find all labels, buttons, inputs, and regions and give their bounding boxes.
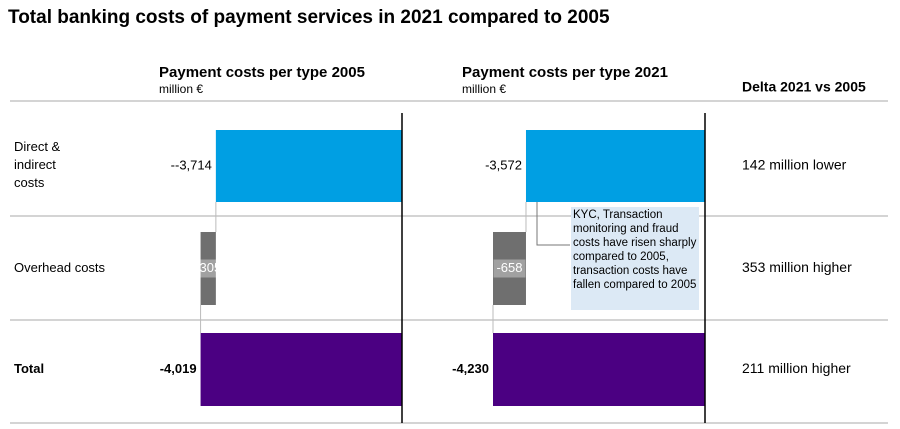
- row-label: Direct & indirect costs: [14, 139, 61, 190]
- row-label: Total: [14, 361, 44, 376]
- bar: [215, 130, 402, 202]
- value-label: --3,714: [171, 157, 212, 172]
- delta-title: Delta 2021 vs 2005: [742, 79, 866, 95]
- delta-label: 142 million lower: [742, 157, 847, 173]
- annotation-pointer: [536, 202, 570, 246]
- delta-label: 211 million higher: [742, 360, 851, 376]
- panel-title: Payment costs per type 2005: [159, 64, 365, 81]
- value-label: -4,230: [452, 361, 489, 376]
- chart-title: Total banking costs of payment services …: [8, 7, 610, 28]
- row-label: Overhead costs: [14, 260, 106, 275]
- value-label: -4,019: [160, 361, 197, 376]
- label-bg: [493, 259, 526, 278]
- unit-label: million €: [462, 82, 506, 96]
- annotation: KYC, Transaction monitoring and fraud co…: [571, 207, 699, 310]
- delta-label: 353 million higher: [742, 259, 852, 275]
- bar: [493, 333, 705, 406]
- panel-title: Payment costs per type 2021: [462, 64, 668, 81]
- bar: [525, 130, 705, 202]
- label-bg: [192, 259, 225, 278]
- value-label: -3,572: [485, 157, 522, 172]
- bar: [200, 333, 402, 406]
- value-label: -305: [195, 260, 221, 275]
- bar: [493, 232, 526, 305]
- bar: [200, 232, 216, 305]
- unit-label: million €: [159, 82, 203, 96]
- value-label: -658: [496, 260, 522, 275]
